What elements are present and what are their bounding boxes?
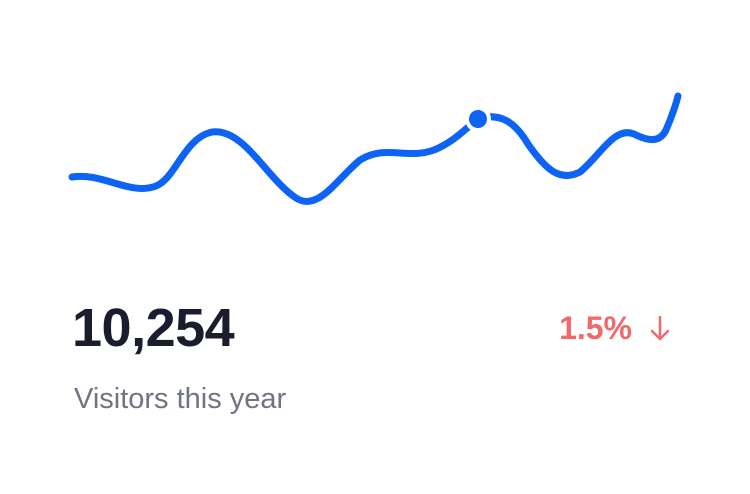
arrow-down-icon: [650, 315, 670, 341]
change-indicator: 1.5%: [559, 310, 670, 346]
visitors-sparkline: [68, 92, 682, 205]
change-percentage: 1.5%: [559, 310, 632, 346]
visitors-label: Visitors this year: [74, 383, 287, 415]
sparkline-highlight-point-dot: [469, 110, 487, 128]
visitors-count: 10,254: [72, 298, 235, 358]
sparkline-line: [68, 92, 682, 205]
